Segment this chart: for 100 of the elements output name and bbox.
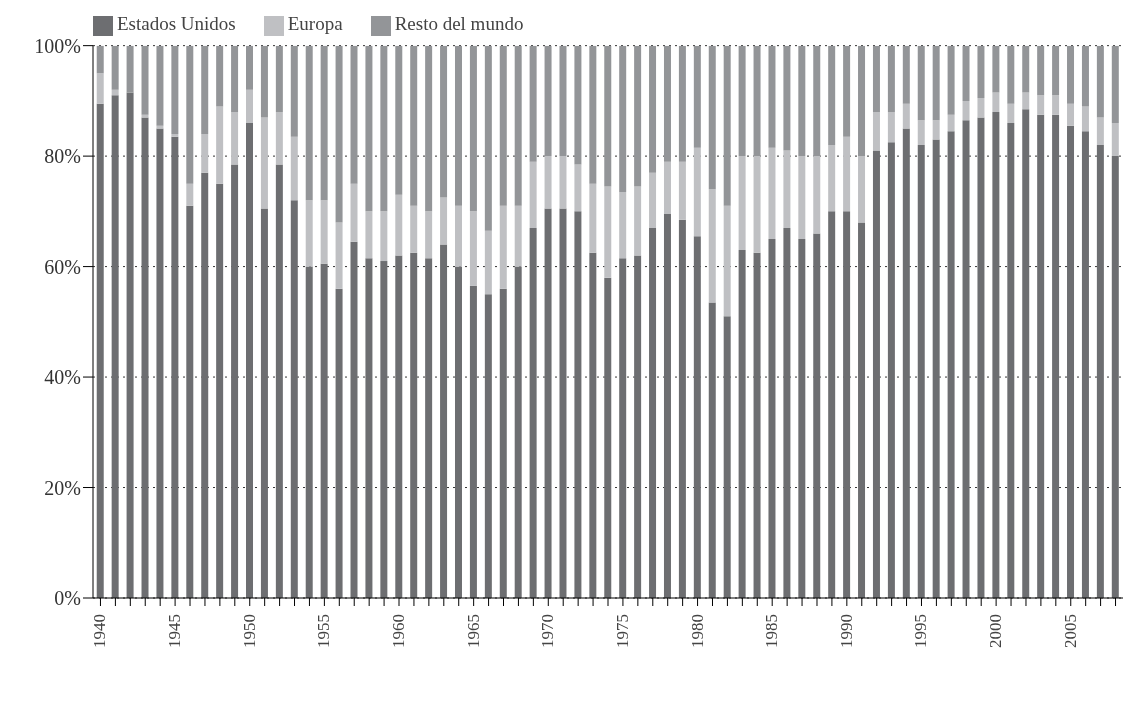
x-tick-label: 1950 [239,614,259,648]
bar [484,45,492,231]
bar [335,45,343,223]
bar [1007,122,1015,598]
bar [156,45,164,126]
bar [499,288,507,598]
bar [768,147,776,239]
bar [1067,103,1075,126]
bar [410,45,418,206]
bar [290,136,298,201]
bar [1067,45,1075,104]
bar [171,136,179,598]
bar [111,95,119,598]
bar [395,194,403,256]
bar [634,255,642,598]
bar [1052,95,1060,115]
bar [156,128,164,598]
bar [186,45,194,184]
bar [872,150,880,598]
bar [425,45,433,212]
y-tick-label: 40% [44,366,81,389]
x-tick-label: 1965 [463,614,483,648]
y-tick-label: 20% [44,476,81,499]
bar [320,263,328,598]
bar [843,45,851,137]
bar [738,156,746,251]
bar [678,219,686,598]
bar [380,211,388,262]
bar [932,139,940,598]
bar [380,261,388,598]
bar [1037,95,1045,115]
bar [305,266,313,598]
bar [1096,45,1104,118]
bar [828,45,836,146]
bar [231,164,239,598]
bar [350,241,358,598]
bar [843,136,851,212]
bar [574,211,582,598]
bar [320,200,328,264]
bar [872,45,880,112]
bar [1022,92,1030,110]
bar [305,45,313,201]
bar [529,227,537,598]
bar [708,189,716,303]
bar [902,103,910,129]
bar [589,252,597,598]
bar [544,45,552,157]
bar [753,45,761,157]
bar [619,192,627,259]
bar [738,250,746,598]
bar [828,211,836,598]
x-tick-label: 1960 [389,614,409,648]
bar [604,186,612,278]
bar [634,45,642,187]
bar [544,156,552,209]
bar [201,134,209,173]
bar [977,117,985,598]
bar [216,106,224,184]
bar [887,111,895,143]
bar [917,45,925,121]
bar [1081,131,1089,598]
bar [932,120,940,140]
bar [514,266,522,598]
bar [783,45,791,151]
x-tick-label: 2005 [1060,614,1080,648]
legend-label: Resto del mundo [394,13,524,34]
bar [320,45,328,201]
bar [559,208,567,598]
bar [663,214,671,598]
bar [768,45,776,148]
bar [992,111,1000,598]
bar [723,316,731,598]
bar [365,258,373,598]
x-tick-label: 1955 [314,614,334,648]
bar [723,205,731,317]
bar [708,45,716,190]
bar [201,172,209,598]
bar [753,156,761,253]
bar [529,161,537,228]
bar [1081,45,1089,107]
bar [678,45,686,162]
bar [380,45,388,212]
bar [947,45,955,115]
bar [216,183,224,598]
bar [1081,106,1089,132]
bar [962,120,970,598]
bar [723,45,731,206]
bar [619,258,627,598]
x-tick-label: 1940 [90,614,110,648]
bar [171,134,179,137]
bar [514,205,522,267]
legend-label: Europa [287,13,343,34]
bar [365,211,373,259]
bar [499,45,507,206]
bar [186,183,194,206]
legend-label: Estados Unidos [117,13,236,34]
x-tick-label: 1970 [538,614,558,648]
bar [260,208,268,598]
x-tick-label: 1980 [687,614,707,648]
bar [111,45,119,90]
